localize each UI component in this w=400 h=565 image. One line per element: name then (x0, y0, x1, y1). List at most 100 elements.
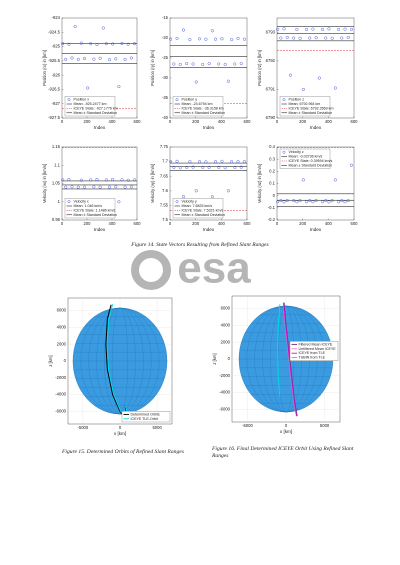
y-axis-label: Velocity (vy) in [km/s] (150, 164, 155, 203)
point (178, 166, 182, 170)
x-axis-label: Index (203, 227, 215, 232)
y-tick-label: -40 (162, 115, 169, 120)
point (279, 36, 283, 40)
point (333, 86, 337, 90)
point (201, 165, 205, 169)
x-tick-label: 5000 (152, 425, 162, 430)
legend-label: Mean ± Standard Deviation (289, 163, 333, 167)
point (214, 37, 218, 41)
y-tick-label: -924 (52, 15, 61, 20)
legend-label: Position x (74, 98, 90, 102)
y-tick-label: -6000 (55, 409, 66, 414)
point (337, 27, 341, 31)
point (314, 36, 318, 40)
x-tick-label: 0 (169, 221, 172, 226)
x-tick-label: 600 (244, 221, 252, 226)
point (188, 160, 192, 164)
point (95, 43, 99, 47)
point (92, 57, 96, 61)
point (242, 160, 246, 164)
chart: 6790 6791 6792 6793 0 200 400 600 Index Position … (257, 17, 358, 130)
y-tick-label: -35 (162, 95, 169, 100)
x-tick-label: 600 (134, 119, 142, 124)
legend-marker (67, 200, 71, 204)
point (70, 56, 74, 60)
point (324, 199, 328, 203)
x-tick-label: 0 (276, 119, 279, 124)
point (104, 178, 108, 182)
y-tick-label: 1.05 (52, 181, 61, 186)
legend-label: Mean ± Standard Deviation (74, 111, 118, 115)
point (217, 62, 221, 66)
y-axis-label: z [km] (212, 353, 217, 364)
point (330, 199, 334, 203)
x-tick-label: 0 (276, 221, 279, 226)
y-tick-label: 1 (58, 199, 61, 204)
point (82, 57, 87, 61)
point (207, 165, 211, 169)
logo-ring (131, 250, 171, 290)
legend-label: Mean: 6792.964 km (289, 102, 321, 106)
point (324, 36, 328, 40)
point (104, 42, 108, 46)
legend-label: Mean: 1.046 km/s (74, 204, 103, 208)
y-tick-label: 0 (273, 193, 276, 198)
chart: -927.5 -927 -926.5 -926 -925.5 -925 -924.5 -924… (42, 15, 141, 130)
point (226, 189, 230, 193)
legend-label: Mean: 7.6825 km/s (182, 204, 213, 208)
point (217, 165, 221, 169)
point (197, 160, 202, 164)
point (295, 200, 299, 204)
x-tick-label: 0 (61, 221, 64, 226)
point (327, 27, 331, 31)
legend-marker (175, 200, 179, 204)
x-tick-label: 200 (192, 221, 200, 226)
x-tick-label: -5000 (77, 425, 88, 430)
legend-label: Mean ± Standard Deviation (74, 213, 118, 217)
legend-label: Velocity y (182, 200, 197, 204)
point (64, 57, 68, 61)
point (120, 178, 124, 182)
point (194, 80, 198, 84)
y-tick-label: 6000 (57, 308, 67, 313)
point (298, 36, 302, 40)
point (308, 199, 312, 203)
y-axis-label: z [km] (48, 355, 53, 366)
x-tick-label: 600 (351, 221, 359, 226)
y-tick-label: -0.1 (268, 205, 276, 210)
point (204, 37, 208, 41)
y-tick-label: -2000 (219, 373, 230, 378)
y-tick-label: 0.2 (269, 168, 275, 173)
point (114, 185, 118, 189)
point (191, 165, 195, 169)
point (279, 199, 283, 203)
point (330, 36, 334, 40)
legend-label: Velocity z (289, 150, 304, 154)
x-tick-label: 400 (218, 119, 226, 124)
point (308, 36, 312, 40)
point (242, 37, 246, 41)
y-tick-label: -924.5 (48, 29, 61, 34)
y-tick-label: -0.2 (268, 217, 276, 222)
point (132, 178, 137, 182)
point (98, 56, 102, 60)
x-tick-label: 200 (84, 221, 92, 226)
x-tick-label: 0 (61, 119, 64, 124)
point (343, 200, 347, 204)
y-tick-label: 4000 (221, 323, 231, 328)
point (178, 62, 182, 66)
x-tick-label: 400 (109, 119, 117, 124)
y-tick-label: -2000 (55, 375, 66, 380)
point (226, 79, 230, 83)
point (172, 165, 176, 169)
x-tick-label: 200 (192, 119, 200, 124)
legend-marker (282, 150, 286, 154)
point (67, 177, 71, 182)
point (230, 38, 234, 42)
point (95, 177, 99, 182)
